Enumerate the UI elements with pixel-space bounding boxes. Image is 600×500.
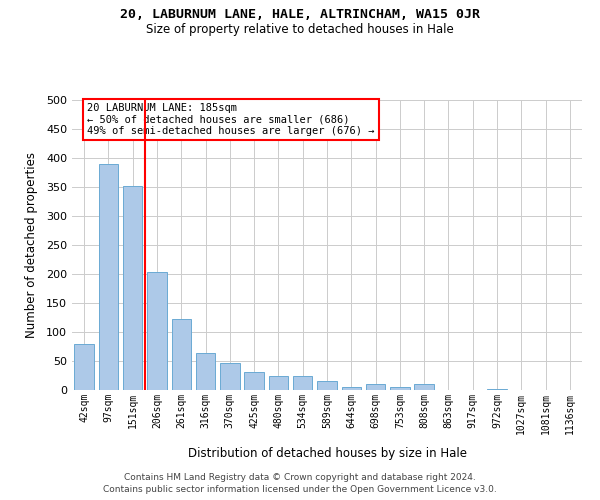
Bar xyxy=(220,364,239,390)
Bar xyxy=(366,384,385,390)
Bar xyxy=(293,376,313,390)
Text: 20, LABURNUM LANE, HALE, ALTRINCHAM, WA15 0JR: 20, LABURNUM LANE, HALE, ALTRINCHAM, WA1… xyxy=(120,8,480,20)
Bar xyxy=(341,386,361,390)
Bar xyxy=(172,319,191,390)
Bar xyxy=(244,372,264,390)
Text: 20 LABURNUM LANE: 185sqm
← 50% of detached houses are smaller (686)
49% of semi-: 20 LABURNUM LANE: 185sqm ← 50% of detach… xyxy=(88,103,375,136)
Text: Contains HM Land Registry data © Crown copyright and database right 2024.: Contains HM Land Registry data © Crown c… xyxy=(124,472,476,482)
Bar xyxy=(196,354,215,390)
Text: Distribution of detached houses by size in Hale: Distribution of detached houses by size … xyxy=(187,448,467,460)
Y-axis label: Number of detached properties: Number of detached properties xyxy=(25,152,38,338)
Text: Contains public sector information licensed under the Open Government Licence v3: Contains public sector information licen… xyxy=(103,485,497,494)
Text: Size of property relative to detached houses in Hale: Size of property relative to detached ho… xyxy=(146,22,454,36)
Bar xyxy=(147,272,167,390)
Bar xyxy=(415,384,434,390)
Bar xyxy=(317,380,337,390)
Bar xyxy=(74,344,94,390)
Bar xyxy=(123,186,142,390)
Bar xyxy=(269,376,288,390)
Bar xyxy=(99,164,118,390)
Bar xyxy=(390,387,410,390)
